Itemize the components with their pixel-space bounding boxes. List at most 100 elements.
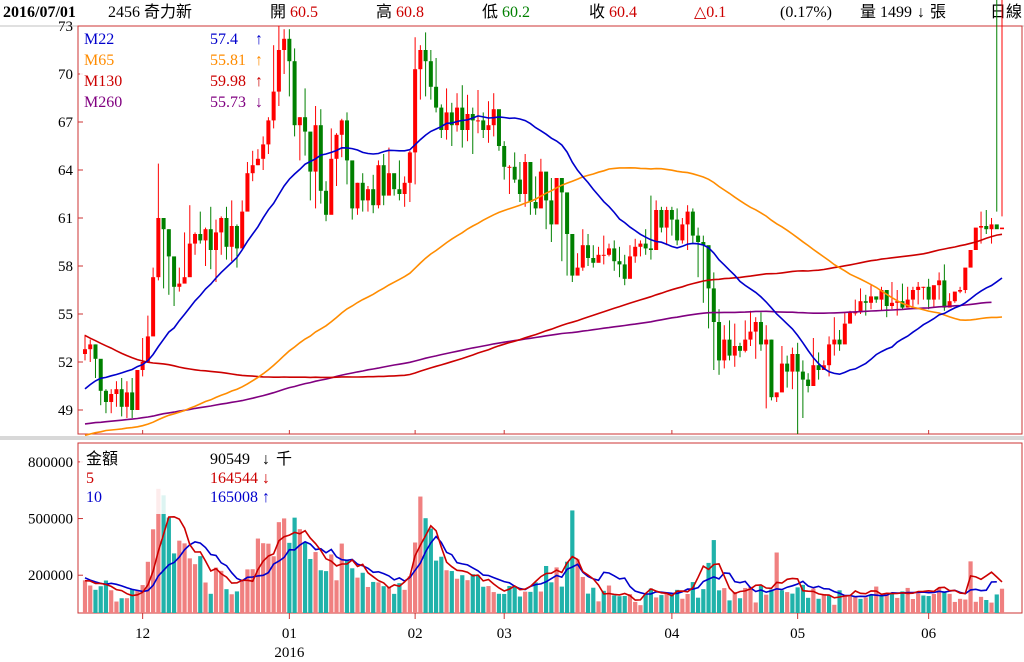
candle-body: [722, 339, 727, 361]
volume-bar: [528, 591, 533, 613]
candle-body: [711, 288, 716, 322]
high-value: 60.8: [396, 4, 424, 21]
volume-ma5-line: [84, 515, 1003, 601]
volume-bar: [240, 579, 245, 613]
volume-bar: [103, 580, 109, 613]
candle: [376, 160, 381, 209]
candle-body: [727, 339, 732, 356]
volume-bar: [811, 588, 816, 613]
candle: [638, 240, 643, 257]
volume-bar: [743, 587, 748, 613]
candle-body: [496, 109, 501, 146]
candle: [397, 160, 402, 201]
candle: [685, 205, 690, 250]
candle: [386, 147, 391, 196]
candle-body: [187, 243, 192, 278]
candle: [245, 162, 250, 212]
candle-body: [717, 322, 722, 361]
candle: [779, 346, 784, 393]
volume-bar: [575, 559, 580, 613]
candle: [318, 109, 323, 204]
stock-name: 2456 奇力新: [108, 4, 193, 21]
volume-bar: [282, 518, 287, 613]
candle-body: [696, 235, 701, 242]
volume-bar: [271, 556, 276, 613]
candle-body: [502, 146, 507, 167]
candle: [874, 296, 879, 303]
legend-m130-value: 59.98: [210, 73, 246, 90]
volume-bar: [460, 575, 465, 613]
volume-bar: [313, 552, 318, 613]
candle-body: [832, 339, 837, 345]
candle: [738, 342, 742, 358]
volume-tick-label: 200000: [28, 568, 73, 584]
volume-bar: [418, 496, 423, 613]
candle-body: [900, 301, 905, 308]
candle-body: [732, 346, 737, 356]
candle-body: [627, 256, 632, 279]
price-tick-label: 64: [58, 163, 74, 179]
year-label: 2016: [274, 645, 305, 661]
candle-body: [182, 277, 187, 284]
volume-bar: [868, 595, 874, 613]
candle: [98, 358, 103, 406]
volume-bar: [198, 556, 203, 613]
candle: [732, 323, 737, 367]
candle-body: [407, 152, 412, 183]
candle-body: [931, 285, 936, 300]
candle: [669, 206, 674, 236]
volume-bar: [837, 590, 842, 613]
volume-bar: [564, 561, 570, 613]
volume-bar: [826, 595, 832, 613]
candle-body: [622, 264, 627, 279]
candle-body: [853, 312, 858, 314]
candle-body: [958, 290, 963, 292]
candle-body: [607, 248, 611, 255]
candle-body: [517, 179, 522, 194]
candle: [790, 347, 795, 390]
volume-bar: [905, 587, 910, 613]
candle-body: [460, 107, 465, 130]
candle-body: [685, 211, 690, 225]
candle-body: [476, 120, 480, 122]
volume-bar: [371, 581, 376, 613]
candle: [528, 162, 533, 215]
candle: [717, 309, 722, 375]
candle-body: [884, 290, 889, 306]
candle: [916, 282, 921, 305]
volume-bar: [570, 510, 575, 613]
candle: [570, 234, 575, 282]
volume-bar: [957, 598, 963, 613]
candle: [827, 336, 832, 377]
volume-bar: [753, 602, 758, 613]
candle: [942, 264, 947, 311]
candle: [172, 256, 177, 306]
ma260-line: [84, 301, 992, 425]
month-tick-label: 02: [408, 626, 423, 642]
volume-bar: [323, 571, 329, 613]
candle-body: [701, 242, 706, 246]
candle: [339, 118, 344, 158]
candle-body: [455, 107, 460, 126]
volume-legend-name: 10: [86, 489, 102, 506]
volume-bar: [250, 569, 255, 613]
volume-bar: [397, 583, 402, 613]
candle-body: [114, 389, 119, 394]
volume-legend-value: 164544: [210, 470, 258, 487]
candle: [858, 288, 863, 314]
candle: [538, 158, 543, 209]
candle: [93, 344, 98, 378]
candle-body: [769, 339, 774, 398]
volume-bar: [732, 591, 737, 613]
candle-body: [381, 165, 386, 196]
candle-body: [434, 86, 439, 108]
volume-bar: [360, 572, 365, 613]
volume-bar: [769, 589, 774, 613]
candle-body: [937, 280, 942, 286]
candle: [994, 0, 999, 230]
candle: [407, 150, 412, 202]
volume-bar: [659, 595, 664, 613]
candle-body: [779, 363, 784, 393]
volume-bar: [339, 543, 344, 613]
